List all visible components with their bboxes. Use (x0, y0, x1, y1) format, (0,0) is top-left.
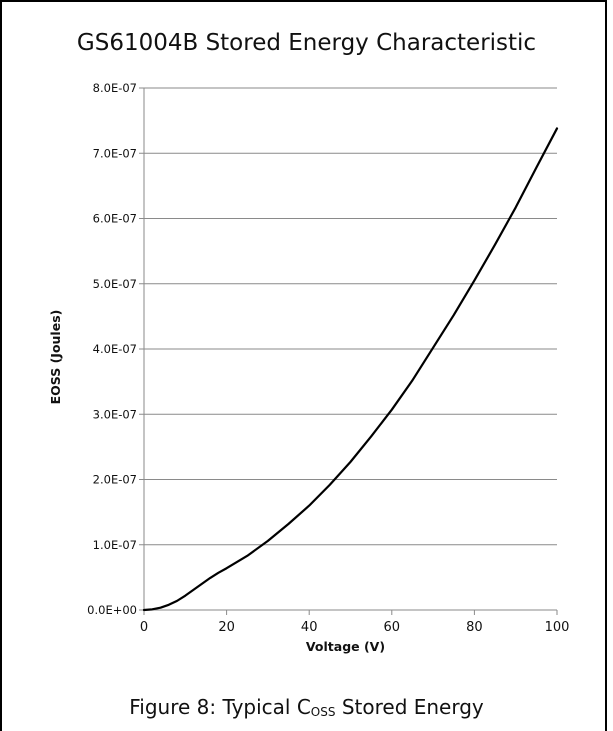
y-tick-label: 0.0E+00 (87, 603, 137, 617)
series-line-eoss (142, 127, 559, 612)
x-tick-label: 60 (384, 620, 401, 635)
x-tick-label: 80 (466, 620, 483, 635)
y-tick-label: 3.0E-07 (93, 407, 137, 421)
y-tick-label: 8.0E-07 (93, 81, 137, 95)
y-tick-label: 7.0E-07 (93, 146, 137, 160)
y-tick-label: 4.0E-07 (93, 342, 137, 356)
y-tick-label: 1.0E-07 (93, 538, 137, 552)
chart-title: GS61004B Stored Energy Characteristic (76, 30, 537, 56)
x-axis-title: Voltage (V) (306, 639, 385, 654)
x-tick-label: 40 (301, 620, 318, 635)
figure-caption: Figure 8: Typical COSS Stored Energy (0, 695, 613, 719)
y-axis-title: EOSS (Joules) (48, 310, 63, 405)
y-tick-label: 6.0E-07 (93, 212, 137, 226)
y-tick-label: 2.0E-07 (93, 473, 137, 487)
x-tick-label: 0 (140, 620, 148, 635)
chart-plot: 0.0E+00 1.0E-07 2.0E-07 3.0E-07 4.0E-07 5.0E-… (48, 81, 570, 654)
x-tick-label: 20 (218, 620, 235, 635)
caption-subscript: OSS (310, 705, 336, 719)
y-tick-label: 5.0E-07 (93, 277, 137, 291)
x-tick-label: 100 (545, 620, 570, 635)
caption-prefix: Figure 8: Typical C (129, 695, 311, 719)
caption-suffix: Stored Energy (335, 695, 484, 719)
